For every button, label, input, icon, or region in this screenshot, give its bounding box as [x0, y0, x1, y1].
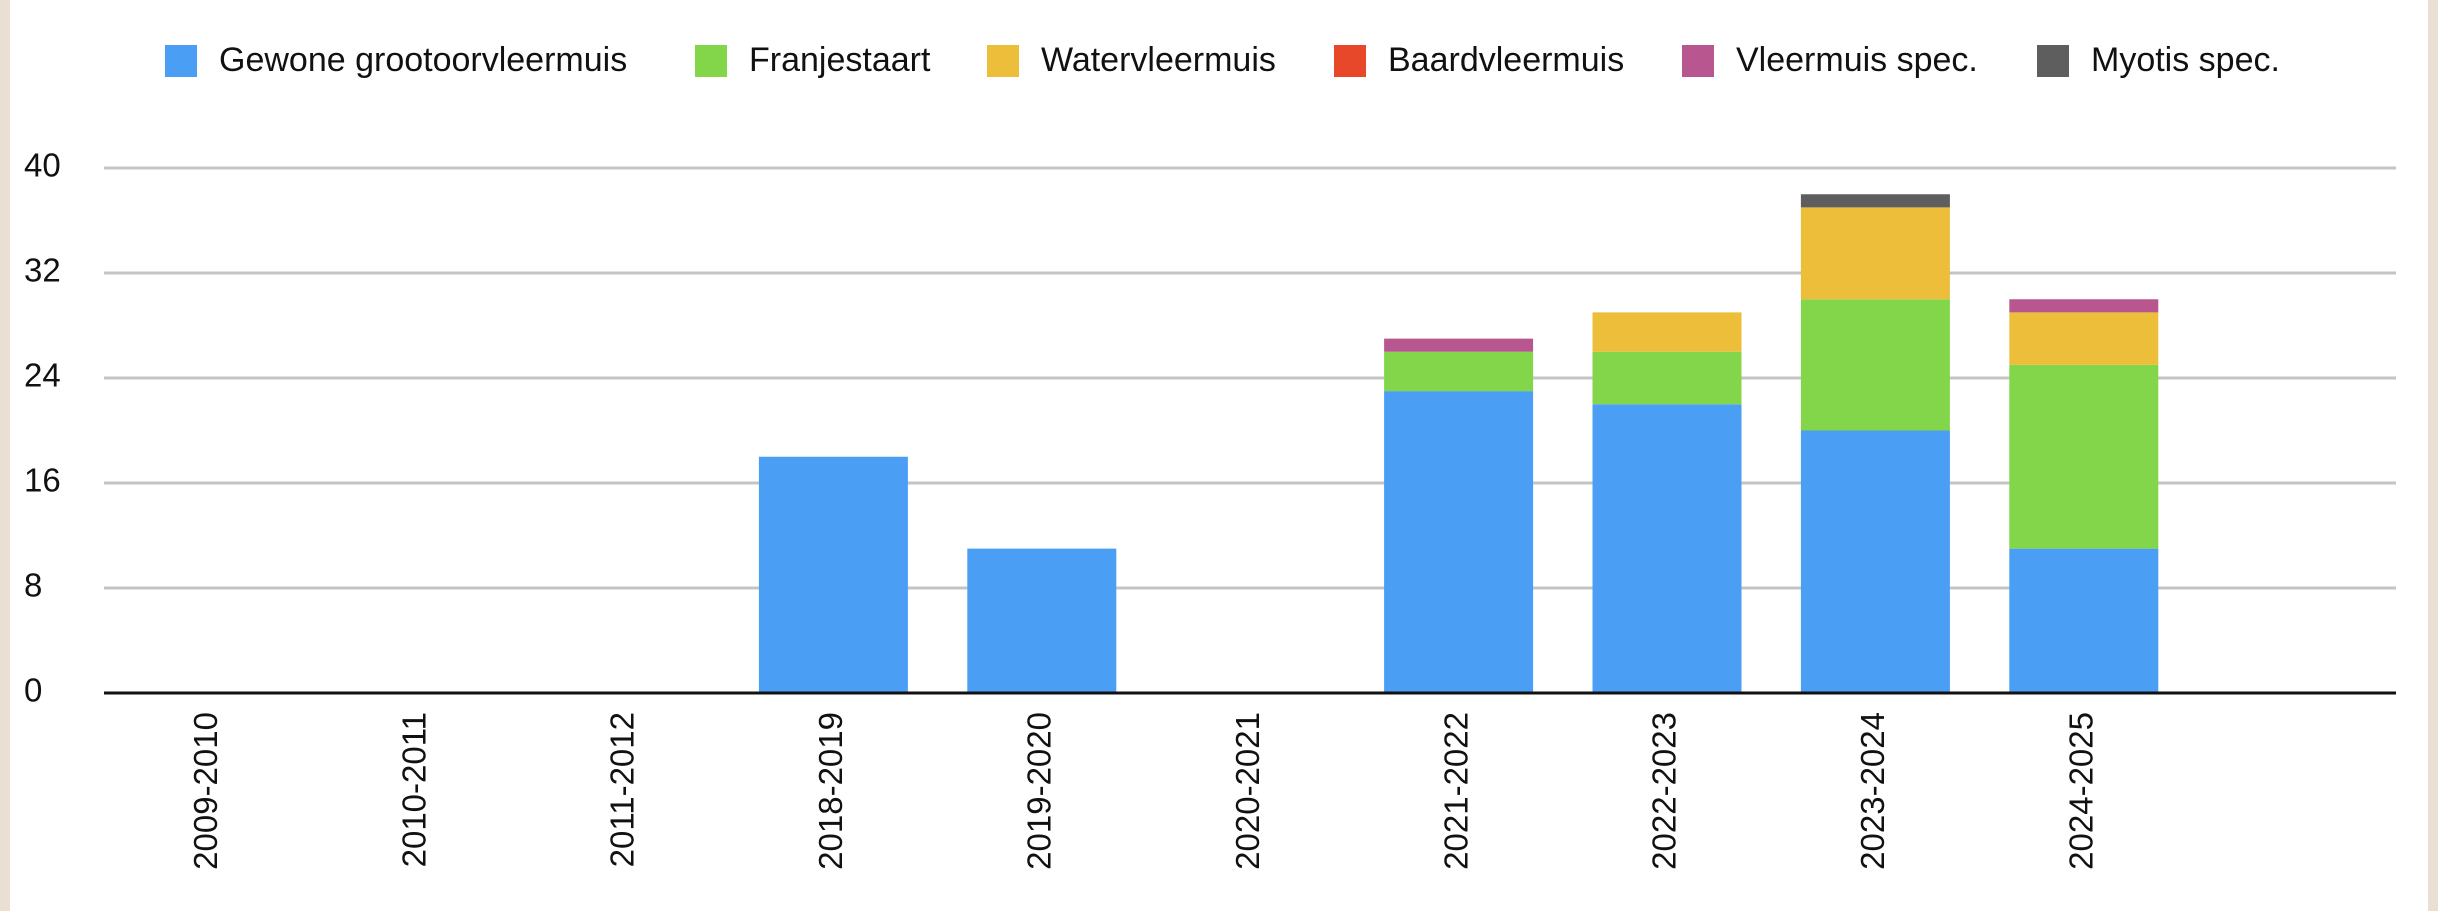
x-tick-label: 2009-2010 — [187, 712, 224, 870]
bar-segment — [2009, 364, 2159, 549]
x-tick-label: 2019-2020 — [1021, 712, 1058, 870]
y-tick-label: 40 — [24, 147, 61, 184]
bar-segment — [1384, 351, 1534, 392]
bar-segment — [758, 456, 908, 693]
x-tick-label: 2022-2023 — [1646, 712, 1683, 870]
x-tick-label: 2021-2022 — [1437, 712, 1474, 870]
y-tick-label: 8 — [24, 567, 42, 604]
legend-swatch — [987, 45, 1019, 77]
y-tick-label: 32 — [24, 252, 61, 289]
y-tick-label: 24 — [24, 357, 61, 394]
bar-segment — [1384, 338, 1534, 352]
bar-segment — [1800, 194, 1950, 208]
bar-segment — [967, 548, 1117, 693]
bar-segment — [2009, 548, 2159, 693]
bar-segment — [1800, 207, 1950, 300]
bar-segment — [1592, 404, 1742, 693]
legend-swatch — [2037, 45, 2069, 77]
x-tick-label: 2010-2011 — [395, 712, 432, 867]
bar-segment — [1384, 391, 1534, 693]
bar-segment — [2009, 299, 2159, 313]
x-tick-label: 2018-2019 — [812, 712, 849, 870]
legend-label: Baardvleermuis — [1388, 41, 1624, 79]
bar-segment — [1800, 430, 1950, 693]
legend-label: Watervleermuis — [1041, 41, 1276, 79]
legend-swatch — [1334, 45, 1366, 77]
legend-label: Gewone grootoorvleermuis — [219, 41, 627, 79]
y-tick-label: 0 — [24, 672, 42, 709]
x-tick-label: 2011-2012 — [604, 712, 641, 867]
x-tick-label: 2023-2024 — [1854, 712, 1891, 870]
legend-swatch — [1682, 45, 1714, 77]
x-tick-label: 2024-2025 — [2063, 712, 2100, 870]
legend-label: Vleermuis spec. — [1736, 41, 1978, 79]
bar-segment — [1592, 351, 1742, 405]
legend-label: Myotis spec. — [2091, 41, 2280, 79]
bar-segment — [1800, 299, 1950, 431]
y-tick-label: 16 — [24, 462, 61, 499]
bar-segment — [1592, 312, 1742, 352]
legend-swatch — [165, 45, 197, 77]
bar-segment — [2009, 312, 2159, 365]
x-tick-label: 2020-2021 — [1229, 712, 1266, 870]
legend-label: Franjestaart — [749, 41, 931, 79]
legend-swatch — [695, 45, 727, 77]
